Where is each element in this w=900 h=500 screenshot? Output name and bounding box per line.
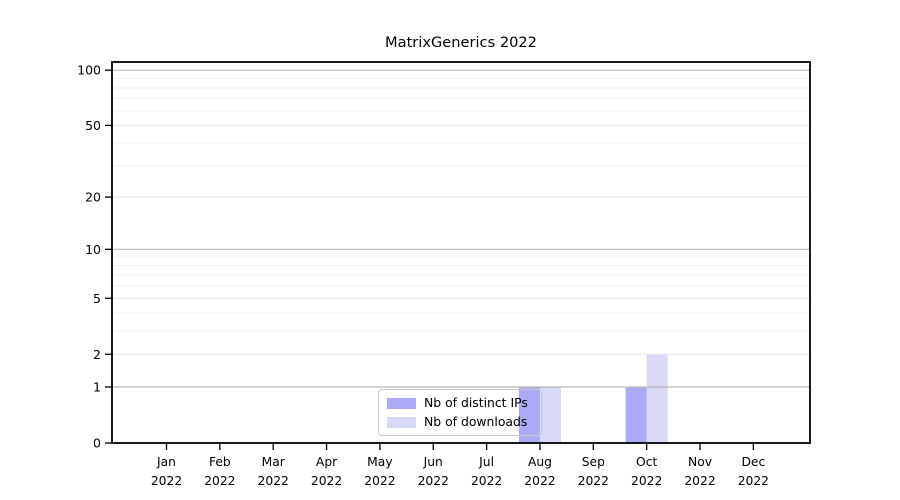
legend-item-distinct-ips: Nb of distinct IPs bbox=[379, 396, 541, 410]
legend-label: Nb of downloads bbox=[424, 414, 528, 429]
x-tick-label: Sep 2022 bbox=[578, 455, 609, 488]
legend-swatch bbox=[387, 416, 416, 428]
x-tick-label: Jan 2022 bbox=[151, 455, 182, 488]
legend-swatch bbox=[387, 397, 416, 409]
chart-title: MatrixGenerics 2022 bbox=[385, 34, 537, 51]
y-tick-label: 100 bbox=[77, 63, 101, 78]
x-tick-label: Mar 2022 bbox=[258, 455, 289, 488]
x-tick-label: Jul 2022 bbox=[471, 455, 502, 488]
x-tick-label: Apr 2022 bbox=[311, 455, 342, 488]
bar-distinct-ips bbox=[625, 387, 647, 443]
y-tick-label: 50 bbox=[85, 118, 101, 133]
x-tick-label: Aug 2022 bbox=[524, 455, 555, 488]
bar-downloads bbox=[646, 354, 668, 443]
x-tick-label: Jun 2022 bbox=[418, 455, 449, 488]
plot-border bbox=[111, 61, 811, 444]
y-tick-label: 20 bbox=[85, 190, 101, 205]
legend-label: Nb of distinct IPs bbox=[424, 395, 528, 410]
y-tick-label: 10 bbox=[85, 242, 101, 257]
y-tick-label: 1 bbox=[93, 380, 101, 395]
bar-distinct-ips bbox=[518, 387, 540, 443]
x-tick-label: Nov 2022 bbox=[684, 455, 715, 488]
y-tick-label: 5 bbox=[93, 291, 101, 306]
x-tick-label: Oct 2022 bbox=[631, 455, 662, 488]
y-tick-label: 2 bbox=[93, 347, 101, 362]
x-tick-label: Dec 2022 bbox=[738, 455, 769, 488]
y-tick-label: 0 bbox=[93, 436, 101, 451]
legend-item-downloads: Nb of downloads bbox=[379, 415, 541, 429]
bar-downloads bbox=[539, 387, 561, 443]
x-tick-label: Feb 2022 bbox=[204, 455, 235, 488]
x-tick-label: May 2022 bbox=[364, 455, 395, 488]
legend: Nb of distinct IPs Nb of downloads bbox=[378, 389, 542, 436]
